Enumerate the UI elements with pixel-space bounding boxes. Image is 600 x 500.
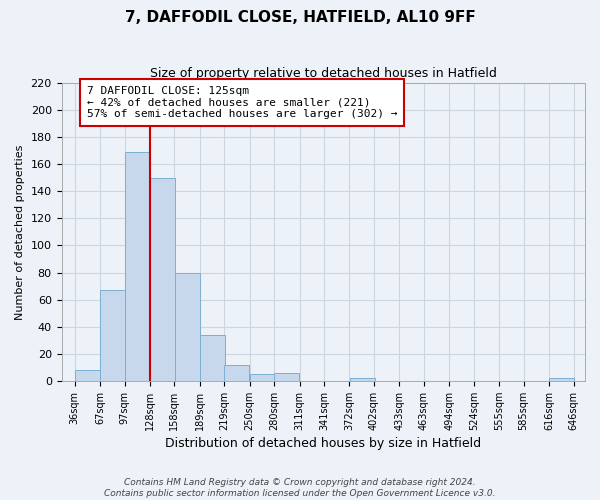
Bar <box>250 374 275 381</box>
Bar <box>150 178 175 381</box>
Bar <box>200 335 225 381</box>
Bar <box>175 272 200 381</box>
Y-axis label: Number of detached properties: Number of detached properties <box>15 144 25 320</box>
Bar <box>125 152 149 381</box>
Bar <box>350 378 374 381</box>
Bar <box>75 370 100 381</box>
Title: Size of property relative to detached houses in Hatfield: Size of property relative to detached ho… <box>150 68 497 80</box>
Text: 7, DAFFODIL CLOSE, HATFIELD, AL10 9FF: 7, DAFFODIL CLOSE, HATFIELD, AL10 9FF <box>125 10 475 25</box>
X-axis label: Distribution of detached houses by size in Hatfield: Distribution of detached houses by size … <box>165 437 481 450</box>
Bar <box>100 290 125 381</box>
Text: 7 DAFFODIL CLOSE: 125sqm
← 42% of detached houses are smaller (221)
57% of semi-: 7 DAFFODIL CLOSE: 125sqm ← 42% of detach… <box>87 86 397 119</box>
Bar <box>549 378 574 381</box>
Text: Contains HM Land Registry data © Crown copyright and database right 2024.
Contai: Contains HM Land Registry data © Crown c… <box>104 478 496 498</box>
Bar <box>224 364 250 381</box>
Bar <box>274 372 299 381</box>
